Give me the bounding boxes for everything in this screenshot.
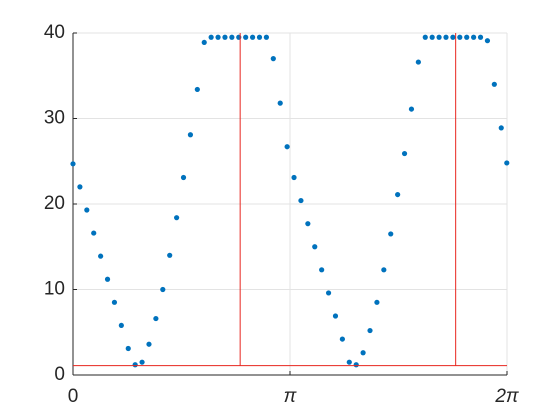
data-point — [298, 197, 304, 204]
data-point — [98, 253, 104, 259]
data-point — [491, 81, 497, 87]
data-point — [305, 221, 311, 227]
data-point — [194, 86, 200, 93]
data-point — [174, 215, 180, 221]
data-point — [153, 315, 159, 322]
data-point — [360, 350, 366, 356]
data-point — [284, 144, 290, 150]
data-point — [484, 38, 491, 44]
data-point — [270, 56, 276, 62]
x-tick-label: 0 — [68, 386, 79, 407]
data-point — [249, 34, 256, 40]
data-point — [346, 359, 352, 365]
data-point — [339, 336, 345, 342]
data-point — [498, 125, 504, 131]
data-point — [84, 207, 90, 213]
data-point — [167, 252, 173, 258]
data-point — [291, 174, 297, 181]
data-point — [325, 290, 332, 296]
data-point — [319, 267, 325, 273]
data-point — [367, 327, 373, 334]
data-point — [243, 34, 249, 40]
data-point — [477, 34, 484, 40]
data-point — [464, 34, 470, 40]
data-point — [104, 276, 111, 282]
data-point — [353, 362, 359, 368]
data-point — [436, 34, 442, 40]
data-point — [471, 34, 477, 40]
data-point — [381, 267, 387, 273]
data-point — [415, 59, 421, 65]
y-tick-label: 40 — [44, 22, 65, 43]
data-point — [429, 34, 435, 40]
data-point — [187, 132, 194, 138]
data-point — [70, 161, 76, 167]
data-point — [111, 299, 118, 305]
data-point — [457, 34, 463, 40]
x-tick-label: π — [284, 386, 298, 407]
data-point — [256, 34, 263, 40]
data-point — [422, 34, 428, 40]
data-point — [443, 34, 449, 40]
data-point — [132, 362, 138, 368]
data-point — [222, 34, 228, 40]
data-point — [374, 299, 380, 305]
y-tick-label: 0 — [54, 364, 65, 385]
data-point — [395, 191, 401, 198]
data-point — [401, 150, 408, 157]
data-point — [504, 160, 510, 166]
data-point — [125, 345, 131, 352]
data-point — [91, 230, 97, 236]
data-point — [450, 34, 456, 40]
data-point — [77, 184, 83, 190]
data-point — [201, 39, 207, 46]
data-point — [215, 34, 221, 40]
data-point — [160, 286, 166, 293]
data-point — [146, 341, 152, 347]
data-point — [263, 34, 270, 40]
data-point — [332, 313, 339, 319]
data-point — [118, 322, 124, 329]
data-point — [180, 174, 187, 181]
data-point — [229, 34, 235, 40]
data-point — [312, 244, 318, 250]
data-line — [73, 33, 507, 367]
x-tick-label: 2π — [494, 386, 520, 407]
data-point — [139, 359, 145, 365]
data-point — [277, 100, 283, 106]
y-tick-label: 20 — [44, 193, 65, 214]
data-point — [208, 34, 214, 40]
y-tick-label: 30 — [44, 108, 65, 129]
y-tick-label: 10 — [44, 279, 65, 300]
data-point — [388, 231, 394, 237]
data-point — [408, 106, 415, 112]
